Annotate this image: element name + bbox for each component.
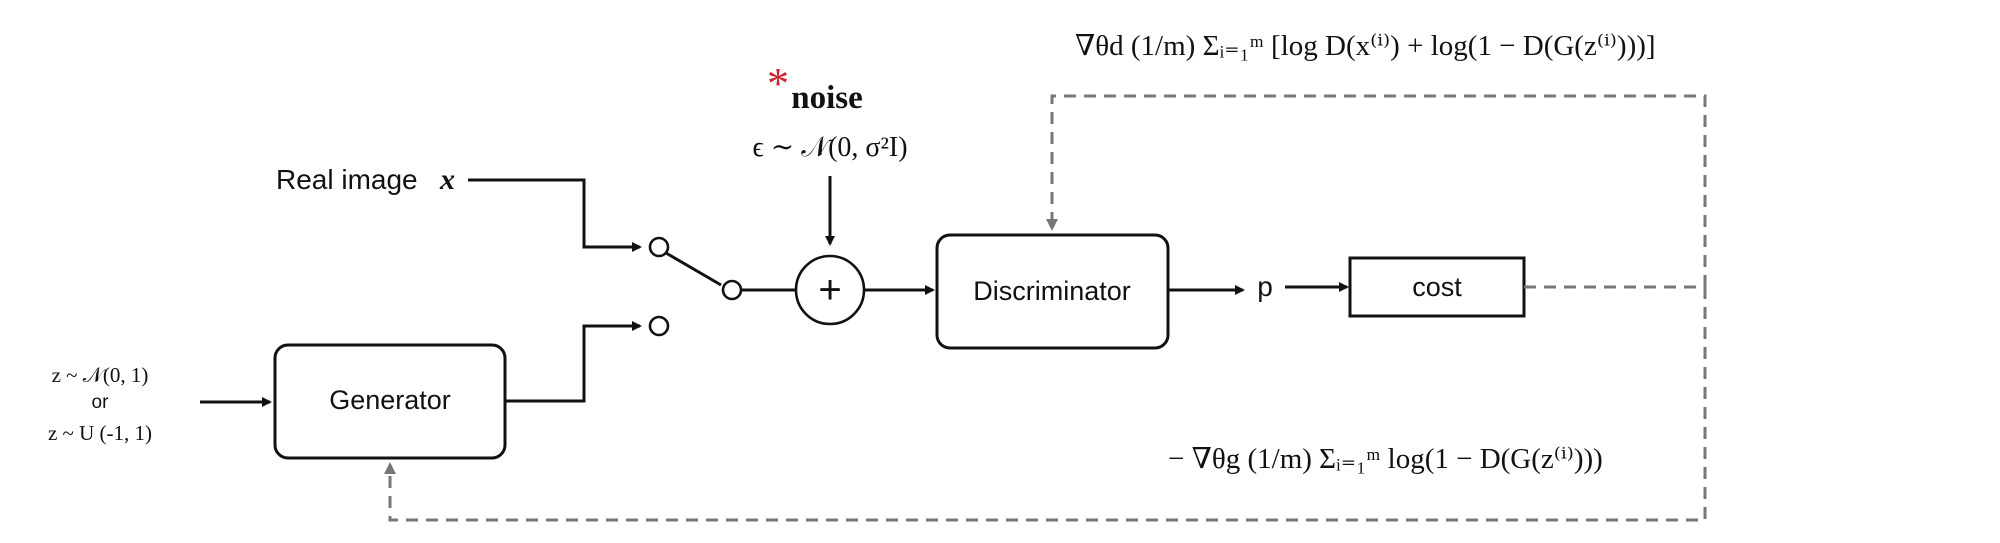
switch-contact-real [648,236,670,258]
noise-formula: ϵ ∼ 𝒩(0, σ²I) [752,132,907,163]
adder-symbol: + [818,268,841,312]
discriminator-label: Discriminator [973,276,1131,306]
switch-lever [665,251,722,287]
cost-label: cost [1412,272,1462,302]
noise-marker: * [767,59,789,108]
noise-label: noise [791,80,863,116]
generator-label: Generator [329,385,451,415]
discriminator-update-formula: ∇θd (1/m) Σᵢ₌₁ᵐ [log D(x⁽ⁱ⁾) + log(1 − D… [1075,30,1656,62]
cost-box [1348,256,1526,318]
discriminator-update-path [1046,94,1707,287]
real-image-input-label: Real image x [276,163,455,196]
real-image-symbol: x [439,163,455,196]
switch-contact-fake [648,315,670,337]
latent-uniform-label: z ~ U (-1, 1) [48,421,152,445]
latent-or-label: or [92,392,110,413]
switch-pivot [721,279,743,301]
latent-normal-label: z ~ 𝒩(0, 1) [52,363,149,387]
real-image-label: Real image [276,164,418,195]
real-image-arrow [468,178,642,252]
generator-update-path [384,287,1707,522]
generator-update-formula: − ∇θg (1/m) Σᵢ₌₁ᵐ log(1 − D(G(z⁽ⁱ⁾))) [1168,443,1603,475]
generator-output-arrow [505,321,642,403]
output-probability-label: p [1257,271,1273,302]
